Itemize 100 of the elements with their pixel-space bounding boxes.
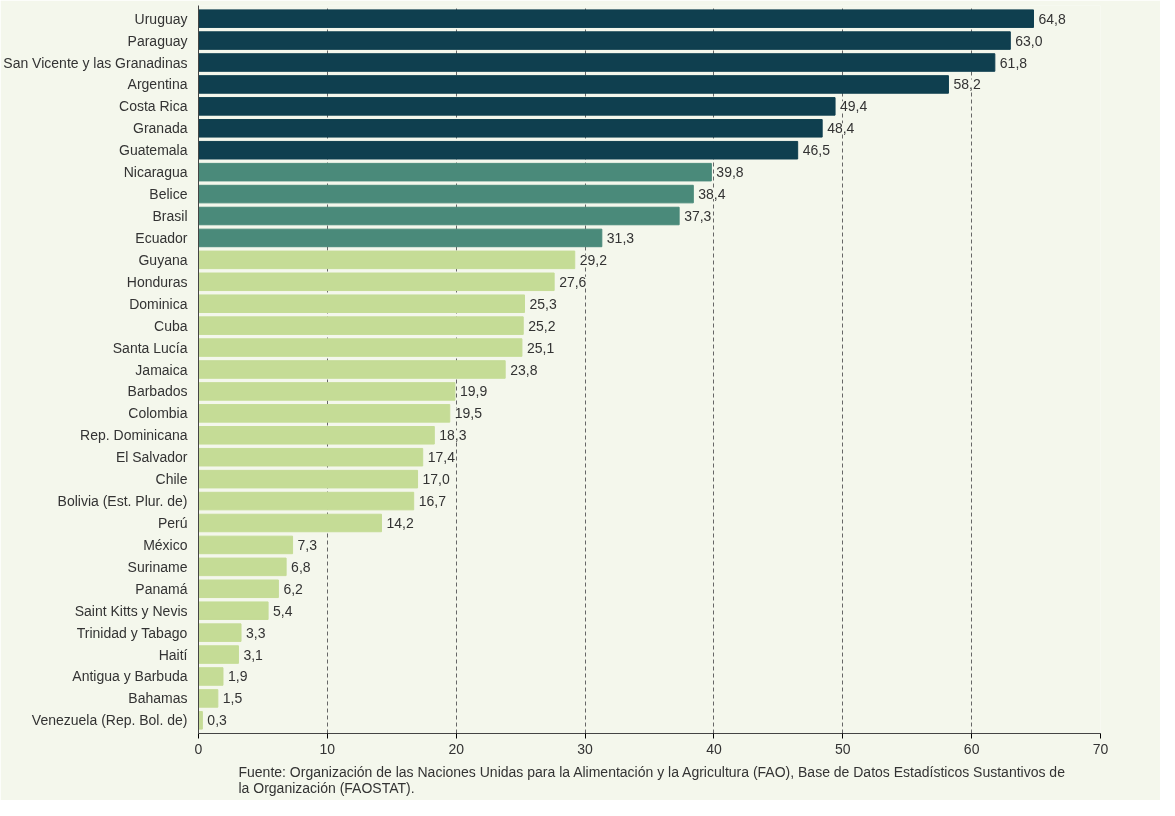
data-label: 31,3 (606, 229, 635, 246)
x-tick-label: 30 (577, 740, 594, 757)
x-tick-label: 60 (963, 740, 980, 757)
data-label: 37,3 (684, 208, 712, 225)
bar (198, 426, 435, 445)
bar (198, 469, 419, 489)
bar (198, 31, 1011, 50)
x-tick-label: 40 (706, 740, 722, 757)
y-tick-label: San Vicente y las Granadinas (3, 54, 188, 71)
data-label: 3,1 (243, 646, 264, 663)
data-label: 6,8 (291, 558, 311, 575)
y-tick-label: Guatemala (119, 142, 188, 159)
bar (198, 447, 424, 467)
bar (198, 272, 555, 292)
data-label: 1,5 (222, 690, 243, 707)
data-label: 1,9 (227, 668, 248, 685)
x-tick-label: 10 (319, 740, 336, 757)
y-tick-label: Trinidad y Tabago (76, 624, 188, 641)
x-tick-label: 70 (1092, 740, 1109, 757)
data-label: 17,0 (422, 471, 451, 488)
data-label: 5,4 (273, 602, 293, 619)
data-label: 64,8 (1038, 10, 1066, 27)
y-tick-label: Colombia (128, 405, 188, 422)
bar (198, 119, 823, 138)
y-tick-label: Chile (155, 471, 188, 488)
bar (198, 623, 242, 642)
bar (198, 667, 224, 686)
y-tick-label: Ecuador (135, 229, 188, 246)
data-label: 19,9 (459, 383, 488, 400)
bar (198, 404, 451, 423)
data-label: 25,1 (526, 339, 555, 356)
y-tick-label: Venezuela (Rep. Bol. de) (31, 712, 188, 729)
y-tick-label: Antigua y Barbuda (72, 668, 188, 685)
bar (198, 75, 949, 94)
y-tick-label: El Salvador (115, 449, 188, 466)
data-label: 3,3 (246, 624, 266, 641)
y-tick-label: Guyana (138, 251, 188, 268)
bar (198, 535, 294, 555)
data-label: 7,3 (297, 536, 318, 553)
y-tick-label: Granada (133, 120, 188, 137)
bar (198, 645, 239, 664)
y-tick-label: Belice (149, 186, 188, 203)
y-tick-label: Costa Rica (119, 98, 188, 115)
bar (198, 360, 506, 379)
data-label: 25,3 (529, 295, 557, 312)
data-label: 19,5 (454, 405, 483, 422)
data-label: 27,6 (559, 273, 587, 290)
data-label: 23,8 (510, 361, 538, 378)
bar (198, 162, 712, 182)
y-tick-label: Bolivia (Est. Plur. de) (57, 493, 188, 510)
y-tick-label: Brasil (152, 208, 188, 225)
x-tick-label: 20 (448, 740, 465, 757)
bar (198, 53, 996, 72)
data-label: 6,2 (283, 580, 304, 597)
y-tick-label: Cuba (154, 317, 188, 334)
y-tick-label: Saint Kitts y Nevis (74, 602, 188, 619)
data-label: 18,3 (439, 427, 467, 444)
data-label: 49,4 (840, 98, 868, 115)
data-label: 63,0 (1015, 32, 1043, 49)
data-label: 39,8 (716, 164, 744, 181)
bar (198, 206, 680, 226)
y-tick-label: Haití (158, 646, 188, 663)
data-label: 46,5 (802, 142, 831, 159)
bar (198, 601, 269, 620)
source-note: Fuente: Organización de las Naciones Unidas para la Alimentación y la Agricultura (FAO), Base de Datos Estadísticos Sustantivos de la Organización (FAOSTAT). (238, 763, 1066, 796)
bar (198, 140, 799, 160)
bar (198, 294, 526, 313)
x-tick-label: 0 (194, 740, 203, 757)
bar (198, 338, 523, 357)
data-label: 17,4 (427, 449, 456, 466)
bar (198, 513, 382, 533)
data-label: 48,4 (827, 120, 855, 137)
y-tick-label: Argentina (127, 76, 188, 93)
bar (198, 491, 415, 511)
bar (198, 557, 287, 577)
y-tick-label: Bahamas (128, 690, 188, 707)
y-tick-label: Uruguay (134, 10, 188, 27)
data-label: 58,2 (953, 76, 981, 93)
y-tick-label: México (143, 536, 188, 553)
bar (198, 711, 203, 730)
bar (198, 250, 576, 270)
bar (198, 689, 219, 708)
y-tick-label: Jamaica (135, 361, 188, 378)
bar (198, 97, 836, 116)
y-tick-label: Paraguay (127, 32, 188, 49)
bar (198, 579, 279, 599)
bar (198, 228, 603, 248)
data-label: 0,3 (207, 712, 228, 729)
data-label: 29,2 (579, 251, 608, 268)
data-label: 14,2 (386, 514, 414, 531)
x-tick-label: 50 (835, 740, 851, 757)
data-label: 38,4 (698, 186, 726, 203)
y-tick-label: Panamá (135, 580, 188, 597)
y-tick-label: Barbados (127, 383, 188, 400)
y-tick-label: Honduras (126, 273, 188, 290)
bar (198, 316, 524, 335)
y-tick-label: Rep. Dominicana (80, 427, 188, 444)
bar (198, 382, 456, 401)
y-tick-label: Dominica (129, 295, 188, 312)
data-label: 16,7 (418, 493, 447, 510)
